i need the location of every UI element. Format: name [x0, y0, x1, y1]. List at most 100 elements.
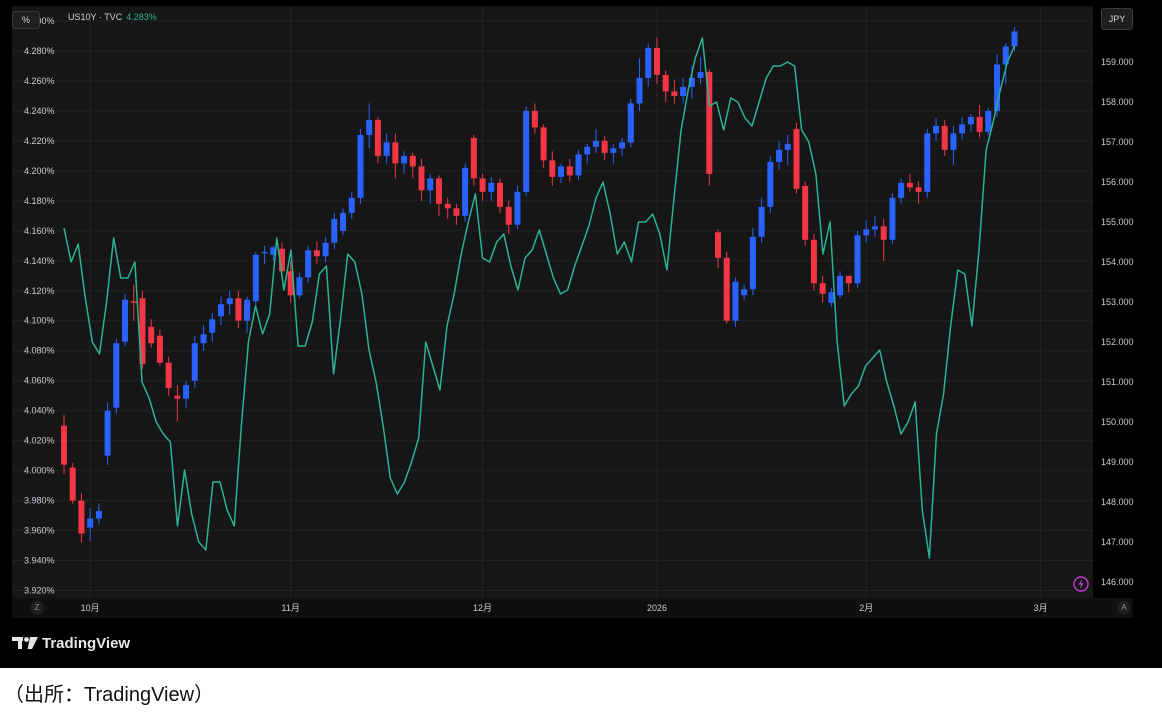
line-series-jpy	[63, 37, 1016, 559]
candle-36	[374, 119, 381, 156]
candle-28	[305, 250, 312, 278]
candle-60	[584, 146, 591, 155]
candle-27	[296, 277, 303, 296]
price-chart[interactable]: 3.920% 3.940% 3.960% 3.980% 4.000% 4.020% 4.04…	[0, 0, 1162, 668]
candle-58	[566, 166, 573, 176]
y-right-tick-6: 152.000	[1101, 337, 1134, 347]
y-right-tick-10: 156.000	[1101, 177, 1134, 187]
y-left-tick-11: 4.140%	[24, 256, 55, 266]
candle-69	[662, 74, 669, 92]
auto-scale-button[interactable]: A	[1117, 601, 1131, 615]
y-left-tick-16: 4.240%	[24, 106, 55, 116]
candle-57	[558, 166, 565, 177]
candle-3	[87, 518, 94, 528]
y-left-tick-0: 3.920%	[24, 586, 55, 596]
y-right-tick-7: 153.000	[1101, 297, 1134, 307]
candle-52	[514, 191, 521, 225]
candle-94	[880, 226, 887, 240]
candle-62	[601, 140, 608, 153]
candle-21	[244, 299, 251, 321]
candle-40	[409, 155, 416, 167]
candle-49	[488, 182, 495, 192]
candle-32	[340, 212, 347, 231]
candle-14	[183, 385, 190, 399]
candle-38	[392, 142, 399, 164]
y-right-tick-8: 154.000	[1101, 257, 1134, 267]
y-left-tick-4: 4.000%	[24, 466, 55, 476]
candle-23	[261, 251, 268, 254]
candle-74	[706, 71, 713, 174]
candle-26	[287, 271, 294, 296]
candle-50	[497, 182, 503, 207]
y-right-tick-11: 157.000	[1101, 137, 1134, 147]
tradingview-logo-icon	[12, 637, 38, 649]
candle-6	[113, 343, 120, 408]
y-right-tick-4: 150.000	[1101, 417, 1134, 427]
candle-96	[898, 182, 905, 198]
candle-0	[61, 425, 67, 465]
time-axis-band	[12, 598, 1133, 618]
x-tick-2: 12月	[473, 603, 492, 613]
y-left-tick-2: 3.960%	[24, 526, 55, 536]
source-caption: （出所：TradingView）	[4, 684, 215, 706]
candle-89	[837, 275, 844, 296]
right-unit-badge[interactable]: JPY	[1101, 8, 1133, 30]
left-unit-badge: %	[12, 11, 40, 29]
candle-31	[331, 218, 338, 243]
candle-107	[994, 64, 1001, 111]
candle-37	[383, 142, 390, 156]
candle-20	[235, 298, 242, 321]
candle-106	[985, 110, 992, 132]
x-tick-4: 2月	[859, 603, 873, 613]
candle-79	[749, 236, 756, 290]
candle-72	[688, 77, 695, 87]
candle-105	[976, 116, 983, 132]
candle-12	[165, 362, 172, 389]
candle-25	[279, 248, 285, 272]
candle-102	[950, 133, 957, 150]
candle-24	[270, 247, 277, 255]
candle-35	[366, 119, 373, 135]
candle-43	[435, 178, 442, 204]
candle-87	[819, 283, 826, 294]
candle-51	[505, 206, 512, 225]
y-right-tick-3: 149.000	[1101, 457, 1134, 467]
symbol-legend: US10Y · TVC 4.283%	[68, 12, 157, 22]
candle-16	[200, 334, 207, 344]
y-left-tick-13: 4.180%	[24, 196, 55, 206]
x-tick-3: 2026	[647, 603, 667, 613]
flash-icon[interactable]	[1073, 576, 1089, 592]
y-left-tick-8: 4.080%	[24, 346, 55, 356]
candle-85	[802, 185, 809, 240]
candle-59	[575, 154, 582, 176]
candle-4	[95, 511, 102, 519]
candle-83	[784, 143, 791, 150]
candle-97	[906, 182, 913, 188]
candle-54	[531, 110, 538, 128]
candle-41	[418, 166, 425, 191]
zoom-button[interactable]: Z	[30, 601, 44, 615]
y-right-tick-2: 148.000	[1101, 497, 1134, 507]
candle-44	[444, 203, 451, 209]
candle-47	[470, 137, 477, 179]
candle-80	[758, 206, 765, 237]
candle-65	[627, 103, 634, 143]
x-tick-1: 11月	[282, 603, 300, 613]
candle-10	[148, 326, 155, 344]
candle-73	[697, 71, 704, 78]
candle-103	[959, 124, 966, 134]
candle-13	[174, 395, 181, 399]
y-right-tick-1: 147.000	[1101, 537, 1134, 547]
y-right-tick-12: 158.000	[1101, 97, 1134, 107]
candle-63	[610, 148, 617, 153]
candle-67	[645, 47, 652, 78]
candle-33	[348, 197, 355, 213]
candle-1	[69, 467, 76, 501]
tradingview-brand: TradingView	[12, 633, 130, 653]
candle-39	[401, 155, 408, 164]
candle-18	[217, 304, 224, 317]
candle-53	[523, 110, 530, 192]
candle-92	[863, 229, 870, 236]
candle-104	[967, 116, 974, 125]
y-left-tick-7: 4.060%	[24, 376, 55, 386]
